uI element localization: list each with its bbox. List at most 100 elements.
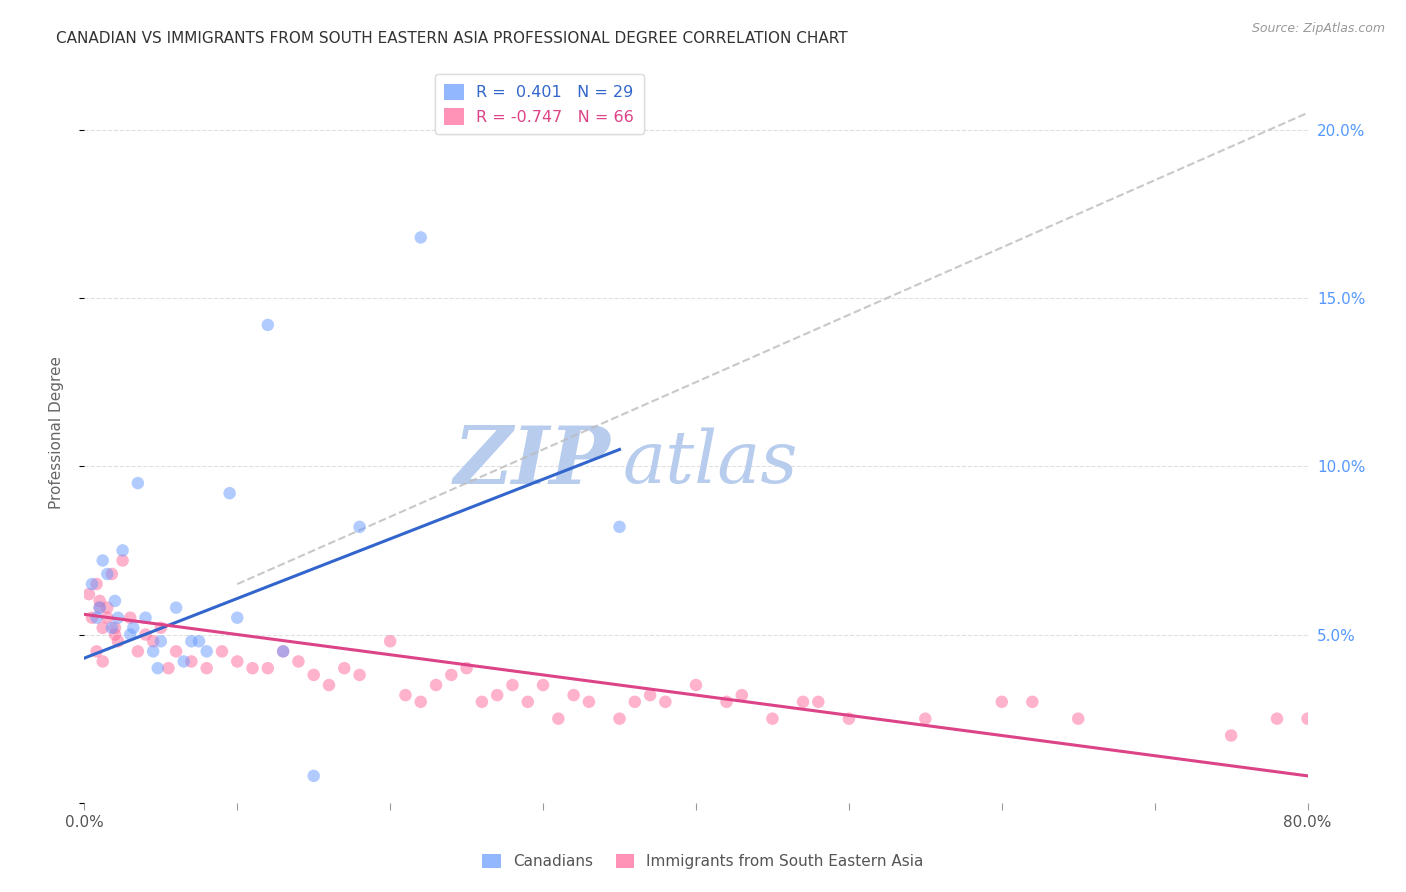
Point: [142, 634, 165, 648]
Point: [89, 600, 111, 615]
Point: [89, 600, 111, 615]
Point: [91, 621, 114, 635]
Point: [127, 644, 149, 658]
Point: [91, 553, 114, 567]
Point: [440, 668, 463, 682]
Point: [562, 688, 585, 702]
Point: [1067, 712, 1090, 726]
Point: [531, 678, 554, 692]
Point: [226, 610, 249, 624]
Point: [1220, 729, 1243, 743]
Point: [624, 695, 647, 709]
Point: [120, 610, 142, 624]
Point: [101, 621, 124, 635]
Point: [287, 655, 309, 669]
Point: [471, 695, 494, 709]
Point: [578, 695, 600, 709]
Point: [516, 695, 538, 709]
Point: [180, 634, 202, 648]
Text: atlas: atlas: [623, 427, 799, 498]
Point: [502, 678, 524, 692]
Point: [409, 230, 432, 244]
Point: [91, 655, 114, 669]
Point: [302, 769, 325, 783]
Point: [349, 520, 371, 534]
Point: [188, 634, 211, 648]
Point: [107, 610, 129, 624]
Point: [271, 644, 294, 658]
Legend: Canadians, Immigrants from South Eastern Asia: Canadians, Immigrants from South Eastern…: [477, 848, 929, 875]
Point: [638, 688, 661, 702]
Point: [731, 688, 754, 702]
Point: [271, 644, 294, 658]
Point: [257, 661, 280, 675]
Point: [257, 318, 280, 332]
Point: [104, 627, 127, 641]
Point: [96, 610, 118, 624]
Point: [195, 644, 218, 658]
Point: [242, 661, 264, 675]
Text: CANADIAN VS IMMIGRANTS FROM SOUTH EASTERN ASIA PROFESSIONAL DEGREE CORRELATION C: CANADIAN VS IMMIGRANTS FROM SOUTH EASTER…: [56, 31, 848, 46]
Point: [149, 634, 172, 648]
Point: [86, 644, 108, 658]
Point: [349, 668, 371, 682]
Point: [104, 621, 127, 635]
Point: [86, 610, 108, 624]
Point: [547, 712, 569, 726]
Legend: R =  0.401   N = 29, R = -0.747   N = 66: R = 0.401 N = 29, R = -0.747 N = 66: [434, 74, 644, 135]
Point: [302, 668, 325, 682]
Point: [149, 621, 172, 635]
Point: [120, 627, 142, 641]
Point: [218, 486, 240, 500]
Point: [157, 661, 180, 675]
Point: [165, 644, 187, 658]
Point: [380, 634, 402, 648]
Point: [135, 610, 157, 624]
Point: [394, 688, 416, 702]
Point: [409, 695, 432, 709]
Point: [807, 695, 830, 709]
Point: [991, 695, 1014, 709]
Text: Source: ZipAtlas.com: Source: ZipAtlas.com: [1251, 22, 1385, 36]
Point: [1021, 695, 1043, 709]
Point: [104, 594, 127, 608]
Point: [96, 600, 118, 615]
Point: [1265, 712, 1288, 726]
Point: [165, 600, 187, 615]
Point: [195, 661, 218, 675]
Point: [135, 627, 157, 641]
Point: [107, 634, 129, 648]
Y-axis label: Professional Degree: Professional Degree: [49, 356, 63, 509]
Point: [80, 577, 103, 591]
Point: [111, 553, 134, 567]
Point: [211, 644, 233, 658]
Point: [226, 655, 249, 669]
Point: [486, 688, 509, 702]
Point: [609, 712, 631, 726]
Point: [333, 661, 356, 675]
Point: [685, 678, 707, 692]
Point: [86, 577, 108, 591]
Point: [89, 594, 111, 608]
Point: [1296, 712, 1319, 726]
Point: [609, 520, 631, 534]
Point: [101, 566, 124, 581]
Point: [716, 695, 738, 709]
Point: [77, 587, 100, 601]
Point: [180, 655, 202, 669]
Point: [173, 655, 195, 669]
Point: [761, 712, 783, 726]
Point: [146, 661, 169, 675]
Point: [654, 695, 676, 709]
Point: [80, 610, 103, 624]
Point: [122, 621, 145, 635]
Point: [425, 678, 447, 692]
Point: [792, 695, 814, 709]
Point: [142, 644, 165, 658]
Text: ZIP: ZIP: [454, 424, 610, 501]
Point: [838, 712, 860, 726]
Point: [914, 712, 936, 726]
Point: [127, 476, 149, 491]
Point: [318, 678, 340, 692]
Point: [456, 661, 478, 675]
